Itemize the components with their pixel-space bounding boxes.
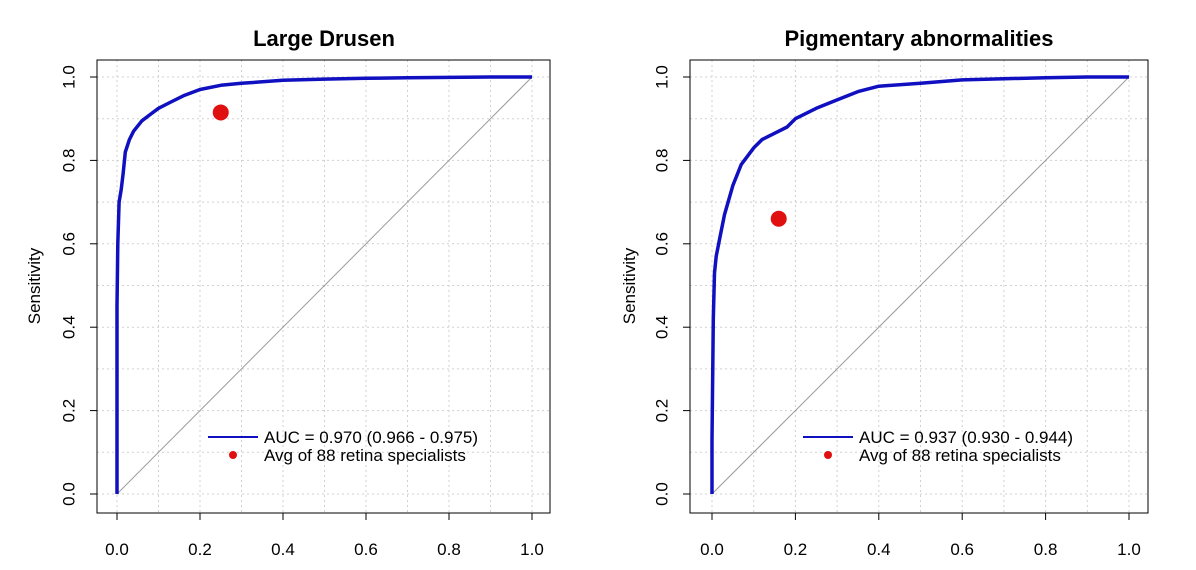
x-tick-label: 0.6 bbox=[354, 540, 378, 559]
y-tick: 0.4 bbox=[59, 315, 97, 339]
x-tick: 0.6 bbox=[354, 513, 378, 559]
diagonal-reference-line bbox=[116, 76, 533, 495]
y-tick: 0.8 bbox=[59, 149, 97, 173]
legend-point-swatch bbox=[229, 451, 237, 459]
x-tick-label: 0.4 bbox=[867, 540, 891, 559]
y-axis-label: Sensitivity bbox=[25, 247, 44, 324]
legend: AUC = 0.937 (0.930 - 0.944) Avg of 88 re… bbox=[803, 428, 1073, 465]
x-tick-label: 0.4 bbox=[271, 540, 295, 559]
plot-box bbox=[96, 59, 551, 514]
y-tick-label: 0.0 bbox=[59, 482, 78, 506]
y-tick-label: 0.8 bbox=[652, 149, 671, 173]
y-tick: 0.8 bbox=[652, 149, 690, 173]
grid-lines bbox=[690, 60, 1148, 513]
y-tick-label: 0.4 bbox=[652, 315, 671, 339]
x-axis: 0.0 0.2 0.4 0.6 0.8 1.0 bbox=[105, 513, 544, 559]
roc-curve bbox=[710, 75, 1129, 494]
y-axis-label: Sensitivity bbox=[620, 247, 639, 324]
y-tick: 1.0 bbox=[59, 65, 97, 89]
x-tick: 0.8 bbox=[1034, 513, 1058, 559]
legend-auc-label: AUC = 0.970 (0.966 - 0.975) bbox=[264, 428, 478, 447]
x-tick: 0.0 bbox=[700, 513, 724, 559]
y-tick-label: 0.0 bbox=[652, 482, 671, 506]
y-tick: 0.0 bbox=[59, 482, 97, 506]
x-tick-label: 0.0 bbox=[105, 540, 129, 559]
x-tick: 1.0 bbox=[1117, 513, 1141, 559]
panel-large-drusen: Large Drusen Sensitivity 0.0 0.2 0.4 0.6… bbox=[25, 26, 551, 559]
x-tick: 0.8 bbox=[437, 513, 461, 559]
x-tick: 0.2 bbox=[784, 513, 808, 559]
y-tick-label: 0.2 bbox=[59, 399, 78, 423]
y-tick: 0.2 bbox=[652, 399, 690, 423]
legend: AUC = 0.970 (0.966 - 0.975) Avg of 88 re… bbox=[208, 428, 478, 465]
chart-title: Large Drusen bbox=[253, 26, 395, 51]
x-tick-label: 0.2 bbox=[188, 540, 212, 559]
y-axis: 0.0 0.2 0.4 0.6 0.8 1.0 bbox=[59, 65, 97, 506]
y-tick: 0.6 bbox=[59, 232, 97, 256]
diagonal-reference-line bbox=[711, 76, 1130, 495]
y-tick: 0.4 bbox=[652, 315, 690, 339]
x-tick: 0.2 bbox=[188, 513, 212, 559]
chart-title: Pigmentary abnormalities bbox=[785, 26, 1054, 51]
x-tick-label: 1.0 bbox=[520, 540, 544, 559]
x-tick-label: 0.0 bbox=[700, 540, 724, 559]
y-tick-label: 1.0 bbox=[59, 65, 78, 89]
specialist-average-point bbox=[212, 104, 229, 121]
x-tick: 0.0 bbox=[105, 513, 129, 559]
grid-lines bbox=[97, 60, 550, 513]
specialist-average-point bbox=[770, 210, 787, 227]
legend-specialist-label: Avg of 88 retina specialists bbox=[264, 446, 466, 465]
legend-point-swatch bbox=[824, 451, 832, 459]
y-tick-label: 0.2 bbox=[652, 399, 671, 423]
panel-pigmentary-abnormalities: Pigmentary abnormalities Sensitivity 0.0… bbox=[620, 26, 1149, 559]
legend-auc-label: AUC = 0.937 (0.930 - 0.944) bbox=[859, 428, 1073, 447]
x-tick: 0.4 bbox=[271, 513, 295, 559]
x-tick-label: 0.8 bbox=[437, 540, 461, 559]
plot-box bbox=[689, 59, 1149, 514]
y-tick-label: 0.6 bbox=[652, 232, 671, 256]
y-tick-label: 0.4 bbox=[59, 315, 78, 339]
x-tick-label: 0.6 bbox=[950, 540, 974, 559]
x-tick: 0.4 bbox=[867, 513, 891, 559]
x-axis: 0.0 0.2 0.4 0.6 0.8 1.0 bbox=[700, 513, 1141, 559]
y-tick: 0.2 bbox=[59, 399, 97, 423]
x-tick-label: 1.0 bbox=[1117, 540, 1141, 559]
x-tick: 0.6 bbox=[950, 513, 974, 559]
x-tick-label: 0.2 bbox=[784, 540, 808, 559]
y-tick: 1.0 bbox=[652, 65, 690, 89]
y-tick: 0.0 bbox=[652, 482, 690, 506]
x-tick: 1.0 bbox=[520, 513, 544, 559]
y-tick: 0.6 bbox=[652, 232, 690, 256]
x-tick-label: 0.8 bbox=[1034, 540, 1058, 559]
y-tick-label: 0.6 bbox=[59, 232, 78, 256]
y-axis: 0.0 0.2 0.4 0.6 0.8 1.0 bbox=[652, 65, 690, 506]
y-tick-label: 0.8 bbox=[59, 149, 78, 173]
y-tick-label: 1.0 bbox=[652, 65, 671, 89]
legend-specialist-label: Avg of 88 retina specialists bbox=[859, 446, 1061, 465]
roc-curve bbox=[115, 75, 532, 494]
